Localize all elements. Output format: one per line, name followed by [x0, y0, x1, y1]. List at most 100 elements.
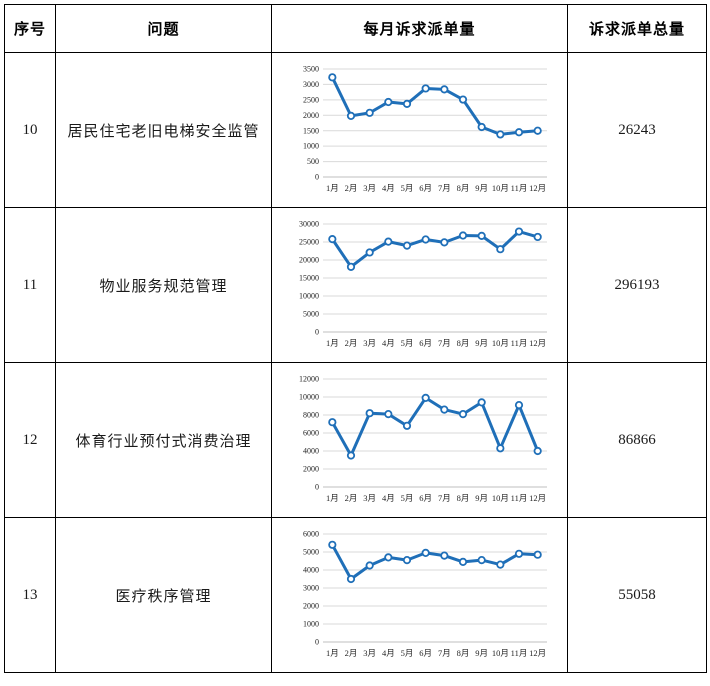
header-cell-total-volume: 诉求派单总量 [567, 4, 707, 53]
line-chart-svg: 0 1000 2000 3000 4000 5000 6000 1月 2月 3月 4月 5月 6月 7月 8… [303, 530, 547, 658]
x-axis-tick-label: 3月 [363, 493, 376, 503]
row-index: 10 [4, 52, 56, 208]
x-axis-tick-label: 6月 [419, 493, 432, 503]
line-chart-svg: 0 5000 10000 15000 20000 25000 30000 1月 2月 3月 4月 5月… [299, 220, 547, 348]
data-point-marker [439, 405, 448, 414]
x-axis-tick-label: 11月 [510, 493, 527, 503]
x-axis-tick-label: 10月 [491, 648, 508, 658]
data-point-marker [346, 574, 355, 584]
x-axis-tick-label: 12月 [529, 183, 546, 193]
x-axis-tick-label: 6月 [419, 648, 432, 658]
x-axis-tick-label: 7月 [437, 183, 450, 193]
data-point-marker [383, 553, 392, 562]
data-point-marker [458, 409, 467, 419]
data-point-marker [346, 262, 355, 271]
y-axis-tick-label: 0 [315, 328, 319, 337]
data-point-marker [365, 248, 374, 257]
x-axis-tick-label: 10月 [491, 338, 508, 348]
x-axis-tick-label: 7月 [437, 493, 450, 503]
x-axis-tick-label: 9月 [475, 183, 488, 193]
x-axis-tick-label: 12月 [529, 648, 546, 658]
x-axis-tick-label: 1月 [325, 338, 338, 348]
x-axis-tick-label: 2月 [344, 493, 357, 503]
x-axis-tick-label: 2月 [344, 338, 357, 348]
data-point-marker [514, 227, 523, 236]
data-series-line [330, 543, 539, 581]
y-axis-tick-label: 1000 [303, 620, 319, 629]
y-axis-tick-label: 8000 [303, 411, 319, 420]
row-issue-label: 物业服务规范管理 [55, 207, 272, 363]
monthly-line-chart: 0 2000 4000 6000 8000 10000 12000 1月 2月 3月 4月 5月 6月 7… [284, 370, 556, 510]
y-axis-tick-label: 5000 [303, 548, 319, 557]
line-chart-svg: 0 500 1000 1500 2000 2500 3000 3500 1月 2月 3月 4月 5月 6月… [303, 65, 547, 193]
monthly-line-chart: 0 1000 2000 3000 4000 5000 6000 1月 2月 3月 4月 5月 6月 7月 8… [284, 525, 556, 665]
data-point-marker [327, 418, 336, 427]
table-row: 12 体育行业预付式消费治理 0 2000 4000 6000 8000 10000 120… [4, 362, 707, 518]
row-index: 13 [4, 517, 56, 673]
x-axis-tick-label: 1月 [325, 183, 338, 193]
x-axis-tick-label: 12月 [529, 338, 546, 348]
row-index: 12 [4, 362, 56, 518]
row-issue-label: 居民住宅老旧电梯安全监管 [55, 52, 272, 208]
row-issue-label: 医疗秩序管理 [55, 517, 272, 673]
x-axis-tick-label: 9月 [475, 648, 488, 658]
table-row: 13 医疗秩序管理 0 1000 2000 3000 4000 5000 6000 1月 2月 3… [4, 517, 707, 673]
y-axis-tick-label: 0 [315, 638, 319, 647]
y-axis-tick-label: 6000 [303, 429, 319, 438]
data-point-marker [402, 241, 411, 250]
data-point-marker [477, 398, 486, 407]
monthly-line-chart: 0 5000 10000 15000 20000 25000 30000 1月 2月 3月 4月 5月… [284, 215, 556, 355]
header-row: 序号 问题 每月诉求派单量 诉求派单总量 [4, 4, 707, 53]
x-axis-tick-label: 6月 [419, 338, 432, 348]
header-cell-issue: 问题 [55, 4, 272, 53]
data-point-marker [383, 97, 392, 107]
x-axis-tick-label: 11月 [510, 338, 527, 348]
data-point-marker [365, 108, 374, 117]
data-point-marker [533, 446, 542, 456]
data-point-marker [495, 560, 504, 569]
y-axis-tick-label: 3500 [303, 65, 319, 74]
data-point-marker [439, 238, 448, 247]
x-axis-tick-label: 7月 [437, 338, 450, 348]
data-point-marker [477, 231, 486, 240]
x-axis-tick-label: 8月 [456, 648, 469, 658]
y-axis-tick-label: 15000 [299, 274, 319, 283]
y-axis-tick-label: 2000 [303, 465, 319, 474]
data-point-marker [477, 555, 486, 565]
x-axis-tick-label: 1月 [325, 493, 338, 503]
x-axis-tick-label: 12月 [529, 493, 546, 503]
data-point-marker [327, 235, 336, 244]
data-point-marker [421, 548, 430, 557]
complaint-dispatch-table: 序号 问题 每月诉求派单量 诉求派单总量 10 居民住宅老旧电梯安全监管 0 50… [4, 4, 707, 673]
monthly-line-chart: 0 500 1000 1500 2000 2500 3000 3500 1月 2月 3月 4月 5月 6月… [284, 60, 556, 200]
row-issue-label: 体育行业预付式消费治理 [55, 362, 272, 518]
x-axis-tick-label: 3月 [363, 338, 376, 348]
data-point-marker [365, 409, 374, 418]
y-axis-tick-label: 6000 [303, 530, 319, 539]
y-axis-tick-label: 10000 [299, 393, 319, 402]
data-point-marker [439, 551, 448, 560]
x-axis-tick-label: 3月 [363, 183, 376, 193]
y-axis-tick-label: 2500 [303, 95, 319, 104]
x-axis-tick-label: 11月 [510, 183, 527, 193]
x-axis-tick-label: 9月 [475, 493, 488, 503]
row-total-value: 26243 [567, 52, 707, 208]
row-total-value: 55058 [567, 517, 707, 673]
y-axis-tick-label: 3000 [303, 80, 319, 89]
x-axis-tick-label: 5月 [400, 648, 413, 658]
x-axis-tick-label: 1月 [325, 648, 338, 658]
row-total-value: 86866 [567, 362, 707, 518]
y-axis-tick-label: 0 [315, 173, 319, 182]
y-axis-tick-label: 1000 [303, 142, 319, 151]
data-point-marker [533, 126, 542, 135]
data-point-marker [477, 122, 486, 132]
x-axis-tick-label: 9月 [475, 338, 488, 348]
x-axis-tick-label: 11月 [510, 648, 527, 658]
data-point-marker [327, 73, 336, 82]
data-point-marker [533, 550, 542, 559]
data-point-marker [346, 451, 355, 460]
x-axis-tick-label: 8月 [456, 493, 469, 503]
y-axis-tick-label: 2000 [303, 602, 319, 611]
x-axis-tick-label: 5月 [400, 493, 413, 503]
x-axis-tick-label: 4月 [381, 183, 394, 193]
